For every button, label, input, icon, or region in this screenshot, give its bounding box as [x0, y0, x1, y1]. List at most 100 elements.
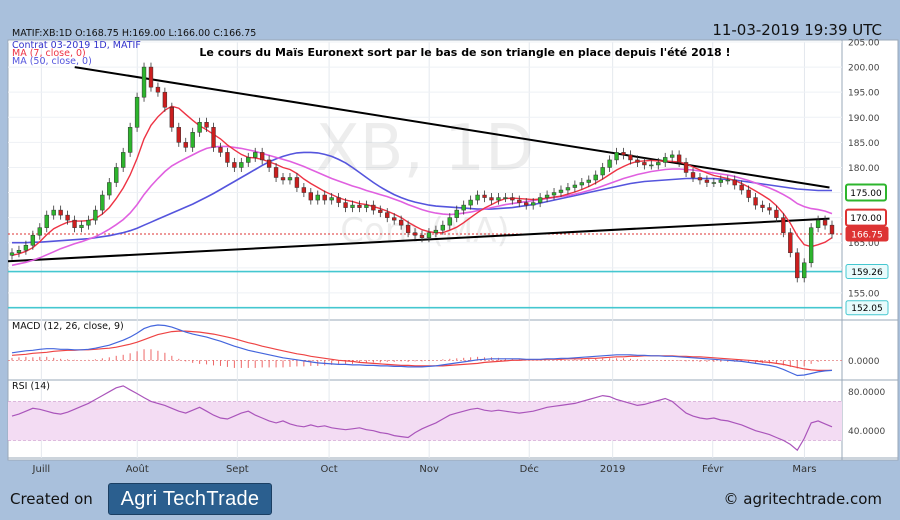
- candle: [412, 228, 418, 240]
- watermark-symbol: XB, 1D: [316, 112, 534, 186]
- candle-body: [9, 252, 15, 256]
- footer-copyright[interactable]: © agritechtrade.com: [723, 490, 882, 508]
- candle-body: [398, 219, 404, 226]
- candle-body: [100, 194, 105, 211]
- candle: [336, 193, 341, 208]
- x-tick-label: Juill: [32, 464, 51, 475]
- candle: [343, 198, 348, 213]
- candle: [86, 215, 91, 230]
- candle-body: [364, 204, 369, 208]
- candle: [65, 210, 70, 225]
- price-badge-label: 175.00: [850, 189, 882, 199]
- candle: [114, 162, 119, 188]
- candle: [44, 210, 49, 233]
- candle: [419, 230, 425, 243]
- candle-body: [544, 194, 550, 198]
- candle-body: [350, 204, 355, 208]
- candle: [468, 195, 473, 210]
- candle: [37, 223, 42, 240]
- candle-body: [93, 209, 98, 221]
- candle: [93, 205, 98, 225]
- candle: [392, 213, 397, 225]
- candle: [253, 147, 258, 162]
- candle-body: [385, 212, 390, 218]
- candle-body: [266, 159, 272, 168]
- ma7-line: [11, 105, 833, 256]
- candle-body: [315, 194, 320, 201]
- candle-body: [642, 162, 647, 166]
- candle-body: [503, 197, 508, 199]
- price-badge: [845, 300, 889, 316]
- candle: [600, 162, 605, 180]
- candle-body: [808, 227, 814, 264]
- ma50-line: [12, 151, 832, 244]
- candle-body: [795, 252, 800, 279]
- candle: [371, 200, 376, 215]
- candle: [669, 150, 675, 162]
- candle-body: [767, 207, 772, 211]
- candle: [537, 193, 543, 208]
- candle-body: [301, 187, 307, 193]
- candle-body: [30, 234, 36, 246]
- candle-body: [405, 224, 411, 233]
- candle-body: [725, 179, 730, 182]
- x-tick-label: Nov: [419, 464, 439, 475]
- candle-body: [524, 202, 529, 206]
- candle: [489, 193, 494, 205]
- candle-body: [558, 189, 564, 193]
- candle-body: [565, 187, 571, 191]
- x-tick-label: Mars: [792, 464, 816, 475]
- candle-body: [489, 197, 494, 201]
- logo-text: Agri TechTrade: [120, 487, 260, 510]
- candle: [232, 157, 237, 172]
- candle-body: [308, 192, 313, 201]
- candle: [79, 220, 84, 233]
- candle-body: [197, 122, 202, 133]
- agritechtrade-logo[interactable]: Agri TechTrade: [108, 483, 272, 515]
- candle: [551, 188, 557, 200]
- candle: [822, 215, 828, 230]
- candle: [280, 172, 286, 185]
- y-tick-label: 195.00: [848, 89, 880, 99]
- candle-body: [614, 152, 619, 161]
- candle: [572, 180, 578, 193]
- y-tick-label: 155.00: [848, 289, 880, 299]
- candle: [558, 185, 564, 198]
- candle: [183, 137, 188, 152]
- x-tick-label: 2019: [600, 464, 625, 475]
- candle-body: [72, 219, 77, 228]
- candle: [287, 172, 293, 185]
- candle-body: [454, 209, 459, 218]
- candle-body: [169, 106, 175, 128]
- chart-datetime: 11-03-2019 19:39 UTC: [712, 21, 882, 39]
- price-badge-label: 166.75: [851, 230, 883, 240]
- candle: [753, 193, 758, 210]
- candle: [155, 82, 161, 97]
- candle: [134, 92, 140, 132]
- trendline: [74, 66, 830, 189]
- candle: [141, 62, 147, 102]
- candle: [259, 147, 265, 165]
- candle: [746, 185, 751, 203]
- candle-body: [510, 197, 515, 201]
- candle: [23, 240, 29, 255]
- candle-body: [829, 224, 835, 235]
- y-tick-label: 180.00: [848, 164, 880, 174]
- candle-body: [663, 157, 668, 163]
- y-tick-label: 165.00: [848, 239, 880, 249]
- candle-body: [732, 179, 737, 186]
- candle-body: [287, 177, 293, 181]
- trendline: [7, 217, 830, 263]
- candle-body: [572, 184, 578, 188]
- price-badge: [845, 208, 887, 227]
- candle-body: [690, 172, 696, 178]
- candle: [711, 177, 717, 188]
- candle-body: [58, 209, 63, 216]
- candle-body: [815, 219, 821, 228]
- legend-entry: MA (7, close, 0): [12, 48, 86, 59]
- candle-body: [107, 182, 112, 196]
- candle-body: [371, 204, 376, 211]
- ma20-line: [11, 145, 833, 267]
- candle-body: [37, 227, 42, 236]
- candle: [211, 122, 216, 152]
